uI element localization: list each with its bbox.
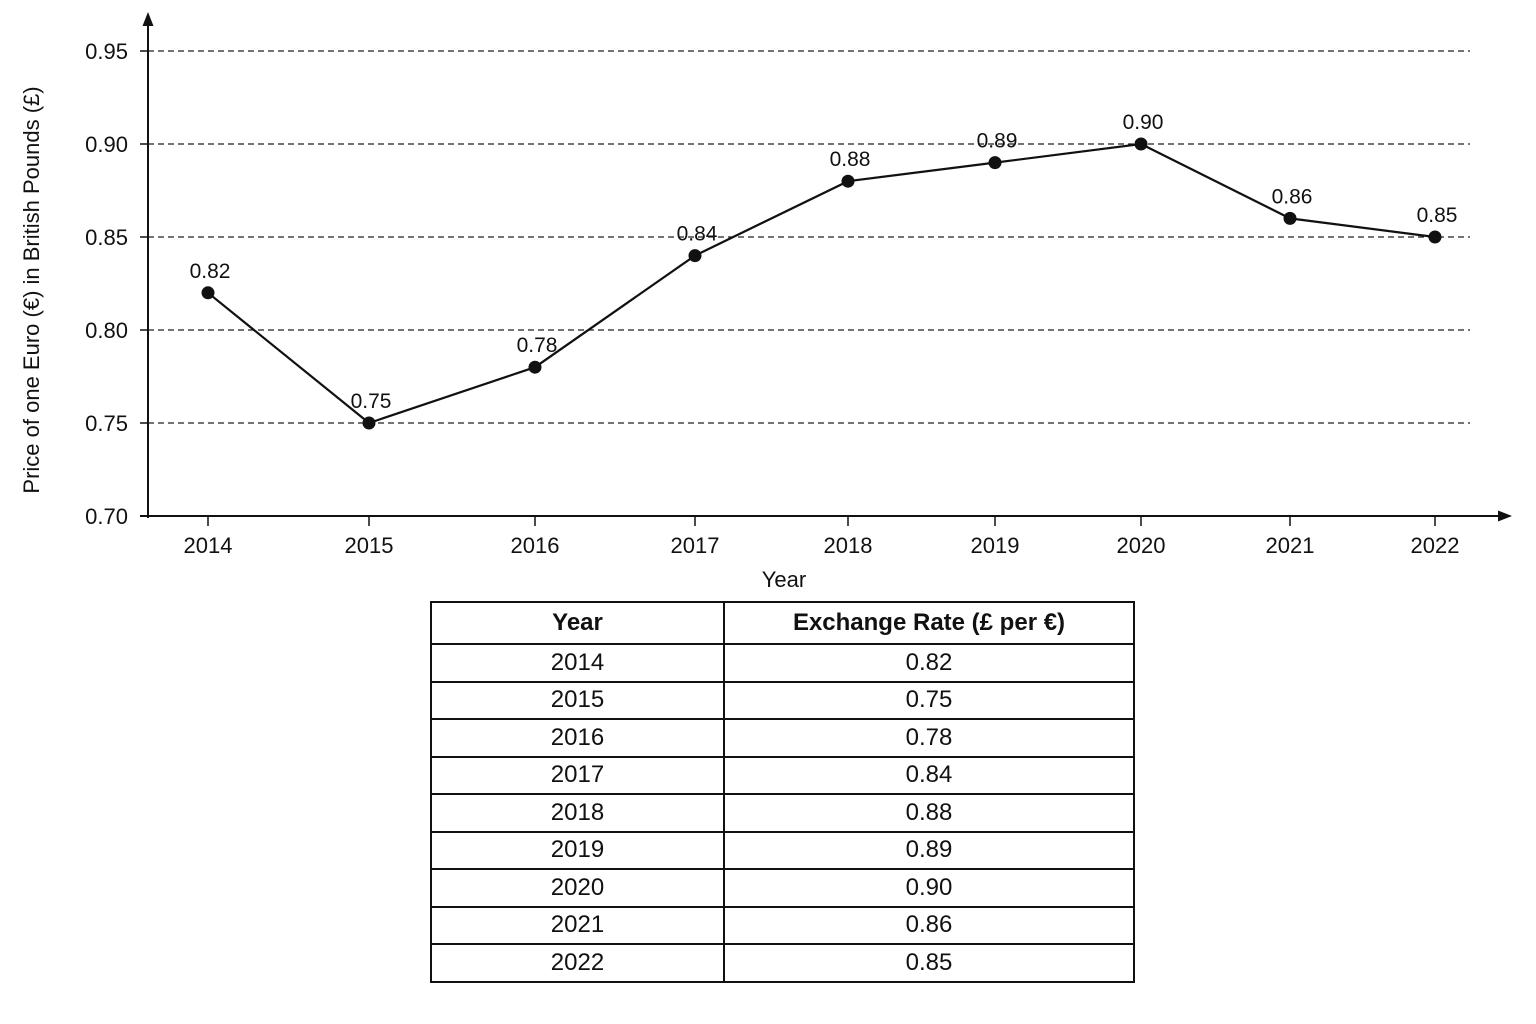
x-tick-label: 2017 (671, 533, 720, 558)
x-tick-label: 2021 (1266, 533, 1315, 558)
data-label: 0.86 (1272, 185, 1313, 208)
header-year: Year (430, 601, 725, 645)
y-tick-label: 0.75 (85, 411, 128, 436)
series-line (207, 142, 1436, 425)
y-tick-label: 0.70 (85, 504, 128, 529)
table-row: 2017 0.84 (430, 755, 1135, 795)
cell-year: 2017 (430, 755, 725, 795)
cell-year: 2015 (430, 680, 725, 720)
y-axis-title: Price of one Euro (€) in British Pounds … (19, 86, 44, 493)
x-tick-label: 2015 (345, 533, 394, 558)
data-point (362, 416, 376, 430)
cell-year: 2019 (430, 830, 725, 870)
table-row: 2022 0.85 (430, 943, 1135, 983)
table-row: 2020 0.90 (430, 868, 1135, 908)
cell-year: 2020 (430, 868, 725, 908)
axes (140, 12, 1512, 522)
x-tick-label: 2018 (824, 533, 873, 558)
data-point (528, 360, 542, 374)
data-point (841, 174, 855, 188)
table-row: 2014 0.82 (430, 643, 1135, 683)
x-tick-label: 2016 (511, 533, 560, 558)
data-label: 0.82 (190, 260, 231, 283)
cell-rate: 0.75 (723, 680, 1135, 720)
data-label: 0.89 (977, 130, 1018, 153)
data-point (1428, 230, 1442, 244)
cell-rate: 0.78 (723, 718, 1135, 758)
table-row: 2016 0.78 (430, 718, 1135, 758)
x-tick-label: 2019 (971, 533, 1020, 558)
data-label: 0.75 (351, 390, 392, 413)
table-row: 2015 0.75 (430, 680, 1135, 720)
cell-rate: 0.86 (723, 905, 1135, 945)
table-row: 2021 0.86 (430, 905, 1135, 945)
gridlines (148, 50, 1470, 424)
data-point (1283, 211, 1297, 225)
cell-year: 2021 (430, 905, 725, 945)
y-tick-labels: 0.70 0.75 0.80 0.85 0.90 0.95 (85, 39, 148, 529)
cell-rate: 0.90 (723, 868, 1135, 908)
data-point (688, 249, 702, 263)
data-point (988, 156, 1002, 170)
x-tick-label: 2022 (1411, 533, 1460, 558)
table-header-row: Year Exchange Rate (£ per €) (430, 601, 1135, 645)
data-label: 0.78 (517, 334, 558, 357)
cell-rate: 0.85 (723, 943, 1135, 983)
cell-year: 2022 (430, 943, 725, 983)
x-axis-title: Year (762, 567, 806, 592)
exchange-rate-line-chart: 0.700.750.800.850.900.95 2014 2015 2016 201… (19, 12, 1512, 592)
data-label: 0.84 (677, 223, 718, 246)
x-tick-labels: 2014 2015 2016 2017 2018 2019 2020 2021 2022 (184, 516, 1460, 558)
data-label: 0.88 (830, 148, 871, 171)
y-tick-label: 0.80 (85, 318, 128, 343)
data-point (1134, 137, 1148, 151)
exchange-rate-table: Year Exchange Rate (£ per €) 2014 0.82 2… (430, 601, 1135, 983)
data-label: 0.85 (1417, 204, 1458, 227)
x-axis-arrow (1498, 510, 1512, 522)
table-row: 2019 0.89 (430, 830, 1135, 870)
cell-year: 2016 (430, 718, 725, 758)
header-exchange-rate: Exchange Rate (£ per €) (723, 601, 1135, 645)
x-tick-label: 2014 (184, 533, 233, 558)
table-row: 2018 0.88 (430, 793, 1135, 833)
x-tick-label: 2020 (1117, 533, 1166, 558)
cell-rate: 0.82 (723, 643, 1135, 683)
y-tick-label: 0.95 (85, 39, 128, 64)
data-point (201, 286, 215, 300)
y-tick-label: 0.90 (85, 132, 128, 157)
y-axis-arrow (142, 12, 154, 26)
data-labels: 0.82 0.75 0.78 0.84 0.88 0.89 0.90 0.86 0.85 (190, 111, 1458, 413)
series (201, 137, 1442, 430)
cell-rate: 0.88 (723, 793, 1135, 833)
cell-year: 2014 (430, 643, 725, 683)
data-label: 0.90 (1123, 111, 1164, 134)
cell-rate: 0.89 (723, 830, 1135, 870)
y-tick-label: 0.85 (85, 225, 128, 250)
cell-rate: 0.84 (723, 755, 1135, 795)
cell-year: 2018 (430, 793, 725, 833)
